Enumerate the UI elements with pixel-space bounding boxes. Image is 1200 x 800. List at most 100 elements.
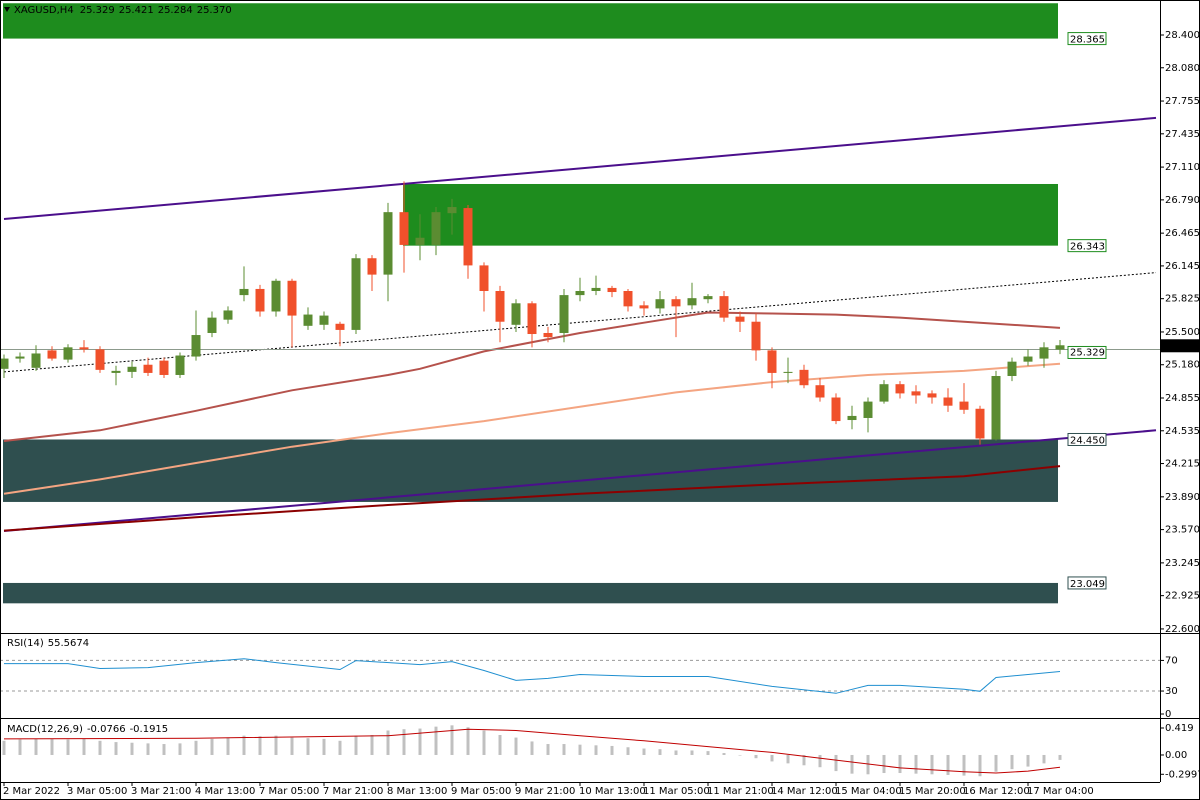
macd-bar [418,728,422,755]
macd-bar [530,741,534,755]
candle-body [351,258,361,330]
macd-bar [2,740,6,755]
x-tick-label: 15 Mar 20:00 [899,786,966,797]
zone [3,439,1058,502]
macd-bar [882,754,886,774]
main-plot [0,3,1160,604]
candle-body [79,347,89,350]
candle-body [575,291,585,296]
candle-body [383,212,393,275]
symbol: XAGUSD,H4 [14,5,74,16]
y-tick-label: 25.500 [1165,327,1200,338]
macd-bar [194,740,198,755]
candle-body [623,291,633,307]
symbol-menu-icon[interactable] [4,7,10,12]
macd-plot [2,725,1062,777]
candle-body [927,393,937,398]
macd-bar [82,738,86,755]
y-tick-label: 23.890 [1165,492,1200,503]
y-tick-label: 27.755 [1165,96,1200,107]
level-label-box [1067,345,1107,359]
zone-label-box [1067,432,1107,446]
macd-bar [1058,754,1062,760]
zone-label: 23.049 [1070,579,1105,590]
macd-bar [210,738,214,755]
candle-body [1007,361,1017,376]
macd-bar [466,727,470,755]
y-tick-label: 23.570 [1165,525,1200,536]
macd-bar [1042,754,1046,764]
candle-body [831,397,841,422]
candle-body [895,384,905,394]
y-tick-label: 22.925 [1165,591,1200,602]
candle-body [431,212,441,245]
candle-body [767,350,777,373]
macd-bar [130,742,134,755]
zone [403,183,1058,246]
y-tick-label: 0 [1165,709,1171,720]
candle-body [655,299,665,309]
candle-body [287,280,297,316]
candle-body [399,212,409,245]
macd-bar [770,754,774,762]
macd-bar [34,738,38,755]
candle-body [543,332,553,338]
candle-body [975,408,985,439]
ohlc-value: 25.284 [158,5,193,16]
macd-bar [834,754,838,772]
macd-bar [546,744,550,755]
candle-body [959,401,969,410]
candle-body [495,291,505,322]
macd-bar [50,738,54,755]
candle-body [719,296,729,318]
macd-bar [178,743,182,755]
candle-body [607,287,617,293]
x-tick-label: 9 Mar 21:00 [515,786,575,797]
candle-body [1023,356,1033,362]
candle-body [687,298,697,306]
level-label: 25.329 [1070,347,1105,358]
x-tick-label: 8 Mar 13:00 [387,786,447,797]
candle-body [847,415,857,421]
macd-bar [690,750,694,755]
candle-body [639,305,649,309]
candle-body [0,358,9,369]
candle-body [991,375,1001,440]
macd-bar [226,737,230,755]
x-tick-label: 3 Mar 21:00 [131,786,191,797]
macd-title: MACD(12,26,9) -0.0766 -0.1915 [7,724,168,735]
macd-bar [338,740,342,755]
trend-line [3,116,1157,220]
macd-bar [514,737,518,755]
macd-bar [98,740,102,755]
zone-label-box [1067,239,1107,253]
candle-body [175,355,185,375]
candle-body [591,287,601,292]
zone-label: 26.343 [1070,242,1105,253]
candle-body [799,369,809,386]
candle-body [63,347,73,360]
rsi-line [4,658,1061,694]
indicator-value: -0.1915 [130,724,169,735]
x-tick-label: 3 Mar 05:00 [67,786,127,797]
macd-bar [162,744,166,755]
y-tick-label: 26.145 [1165,261,1200,272]
x-tick-label: 4 Mar 13:00 [195,786,255,797]
zone-label-box [1067,576,1107,590]
candle-body [735,316,745,322]
candle-body [111,370,121,373]
macd-bar [242,735,246,755]
candle-body [783,371,793,373]
y-tick-label: 24.855 [1165,393,1200,404]
y-tick-label: 70 [1165,655,1178,666]
macd-bar [738,754,742,756]
macd-bar [146,743,150,755]
candle-body [1039,347,1049,359]
candle-body [335,323,345,330]
x-tick-label: 16 Mar 12:00 [963,786,1030,797]
indicator-value: -0.0766 [87,724,126,735]
indicator-name: RSI(14) [7,638,44,649]
macd-bar [290,737,294,755]
